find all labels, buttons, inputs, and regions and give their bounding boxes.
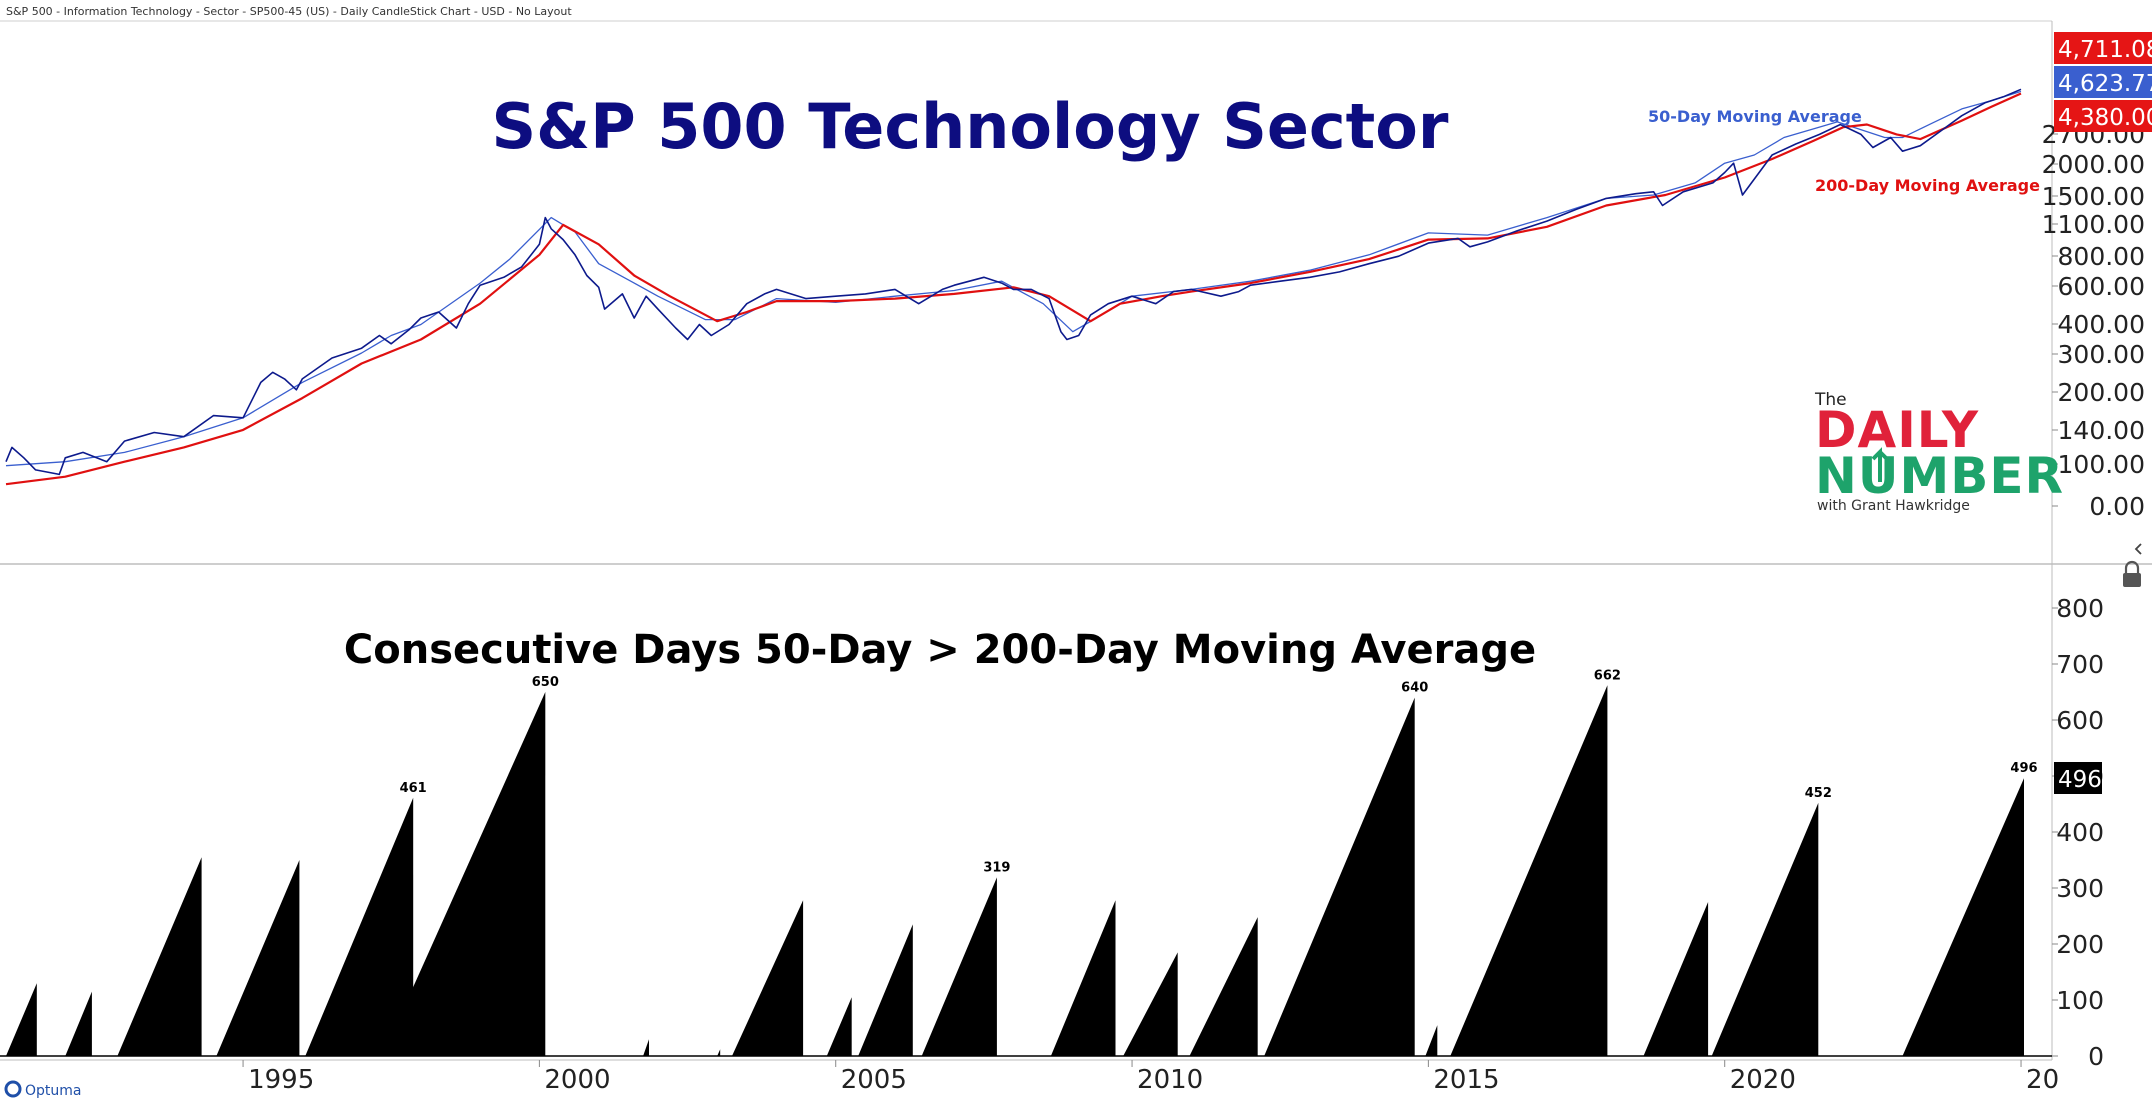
logo-up-arrow-icon bbox=[1871, 447, 1889, 482]
last-price-tag: 4,623.77 bbox=[2058, 71, 2152, 97]
peak-value-label: 461 bbox=[400, 781, 427, 796]
streak-area bbox=[858, 924, 913, 1056]
last-value-tag-bg bbox=[2054, 762, 2102, 794]
streak-area bbox=[717, 1049, 721, 1056]
logo-byline: with Grant Hawkridge bbox=[1817, 498, 1970, 514]
logo-daily: DAILY bbox=[1815, 401, 1979, 459]
optuma-logo-icon bbox=[4, 1080, 22, 1098]
price-tick-label: 800.00 bbox=[2058, 242, 2145, 271]
upper-chart-title: S&P 500 Technology Sector bbox=[492, 90, 1449, 163]
price-tick-label: 1500.00 bbox=[2042, 182, 2145, 211]
peak-value-label: 496 bbox=[2010, 761, 2037, 776]
value-tick-label: 700 bbox=[2056, 650, 2104, 679]
streak-area bbox=[732, 900, 804, 1056]
price-tick-label: 2000.00 bbox=[2042, 150, 2145, 179]
price-tick-label: 1100.00 bbox=[2042, 210, 2145, 239]
streak-area bbox=[1450, 685, 1608, 1056]
time-tick-label: 2020 bbox=[1730, 1065, 1796, 1095]
streak-area bbox=[1123, 952, 1178, 1056]
daily-number-logo: The DAILY NUMBER with Grant Hawkridge bbox=[1814, 390, 2064, 514]
value-tick-label: 300 bbox=[2056, 874, 2104, 903]
streak-area bbox=[6, 983, 37, 1056]
logo-number: NUMBER bbox=[1815, 447, 2064, 505]
time-tick-label: 2000 bbox=[544, 1065, 610, 1095]
streak-area bbox=[826, 997, 852, 1056]
low-price-tag-bg bbox=[2054, 100, 2152, 132]
streak-area bbox=[117, 857, 202, 1056]
consecutive-days-pane[interactable] bbox=[0, 685, 2052, 1057]
optuma-brand: Optuma bbox=[4, 1080, 82, 1099]
peak-value-label: 650 bbox=[532, 675, 559, 690]
optuma-brand-text: Optuma bbox=[25, 1083, 82, 1099]
streak-area bbox=[1711, 802, 1819, 1056]
logo-the: The bbox=[1814, 390, 1847, 410]
value-tick-label: 200 bbox=[2056, 930, 2104, 959]
ma50-annotation: 50-Day Moving Average bbox=[1648, 107, 1862, 126]
price-tick-label: 300.00 bbox=[2058, 340, 2145, 369]
price-tags: 4,711.08 4,623.77 4,380.00 bbox=[2054, 32, 2152, 132]
peak-labels: 461 650 319 640 662 452 496 bbox=[400, 668, 2038, 875]
streak-area bbox=[1425, 1025, 1438, 1056]
streak-area bbox=[1643, 902, 1709, 1056]
peak-value-label: 662 bbox=[1594, 668, 1621, 683]
streak-area bbox=[1264, 697, 1415, 1056]
time-tick-label: 1995 bbox=[248, 1065, 314, 1095]
price-tick-label: 140.00 bbox=[2058, 416, 2145, 445]
time-tick-label: 2015 bbox=[1433, 1065, 1499, 1095]
peak-value-label: 640 bbox=[1401, 681, 1428, 696]
streak-area bbox=[1050, 900, 1116, 1056]
last-value-tag: 496 bbox=[2058, 767, 2102, 793]
streak-area bbox=[216, 860, 300, 1056]
streak-area bbox=[1189, 917, 1258, 1056]
peak-value-label: 319 bbox=[983, 860, 1010, 875]
price-tick-label: 200.00 bbox=[2058, 378, 2145, 407]
lock-icon[interactable] bbox=[2123, 560, 2141, 587]
low-price-tag: 4,380.00 bbox=[2058, 105, 2152, 131]
price-line bbox=[5, 88, 2022, 476]
collapse-arrow-icon[interactable] bbox=[2134, 543, 2142, 555]
price-tick-label: 600.00 bbox=[2058, 272, 2145, 301]
value-tick-label: 800 bbox=[2056, 594, 2104, 623]
price-tick-label: 0.00 bbox=[2089, 492, 2145, 521]
time-tick-label: 20 bbox=[2026, 1065, 2059, 1095]
value-tick-label: 600 bbox=[2056, 706, 2104, 735]
chart-header: S&P 500 - Information Technology - Secto… bbox=[6, 5, 572, 18]
streak-area bbox=[643, 1039, 649, 1056]
ma200-line bbox=[5, 92, 2022, 486]
high-price-tag-bg bbox=[2054, 32, 2152, 64]
streak-area bbox=[65, 991, 92, 1056]
streak-area bbox=[921, 877, 997, 1056]
streak-area bbox=[305, 797, 414, 1056]
price-tick-label: 100.00 bbox=[2058, 450, 2145, 479]
value-tick-label: 0 bbox=[2088, 1042, 2104, 1071]
ma200-annotation: 200-Day Moving Average bbox=[1815, 176, 2040, 195]
streak-area bbox=[382, 692, 546, 1056]
value-tick-label: 100 bbox=[2056, 986, 2104, 1015]
price-tick-label: 400.00 bbox=[2058, 310, 2145, 339]
value-tick-label: 400 bbox=[2056, 818, 2104, 847]
lower-value-axis: 0100200300400500600700800 bbox=[2052, 594, 2104, 1071]
streak-area bbox=[1902, 778, 2024, 1056]
peak-value-label: 452 bbox=[1805, 786, 1832, 801]
high-price-tag: 4,711.08 bbox=[2058, 37, 2152, 63]
last-price-tag-bg bbox=[2054, 66, 2152, 98]
time-axis[interactable]: 1995 2000 2005 2010 2015 2020 20 bbox=[242, 1060, 2059, 1095]
time-tick-label: 2005 bbox=[841, 1065, 907, 1095]
lower-chart-title: Consecutive Days 50-Day > 200-Day Moving… bbox=[344, 627, 1536, 673]
time-tick-label: 2010 bbox=[1137, 1065, 1203, 1095]
price-pane[interactable] bbox=[5, 88, 2022, 486]
